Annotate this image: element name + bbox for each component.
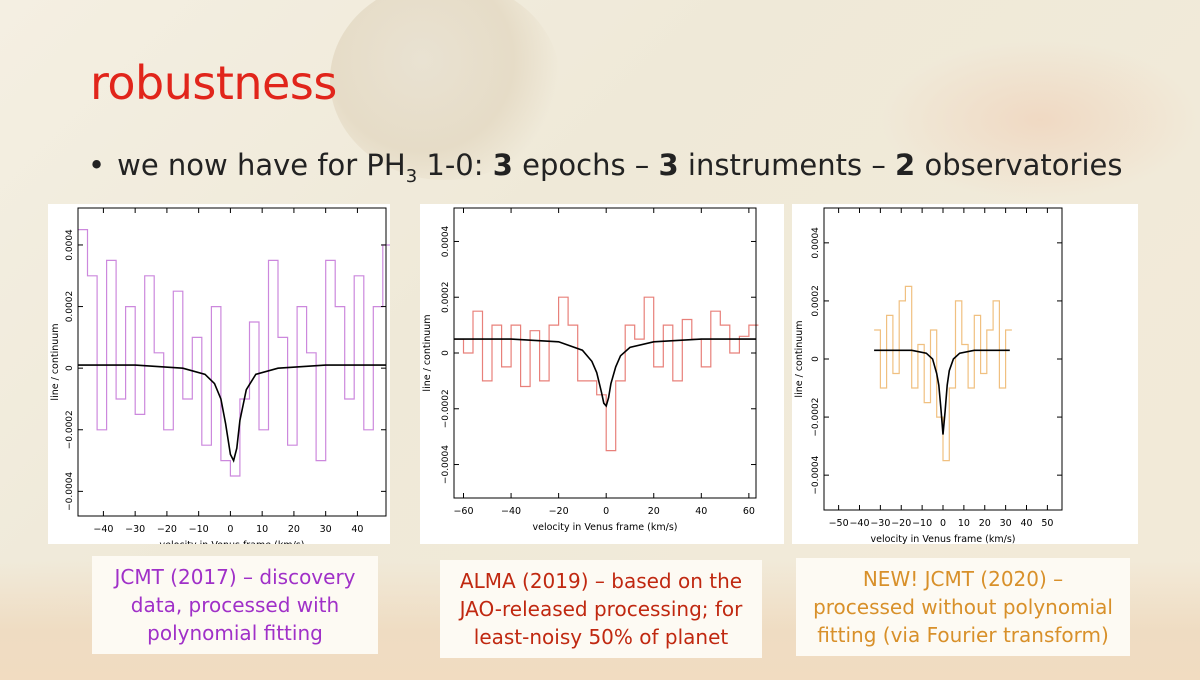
caption-line: fitting (via Fourier transform) <box>817 623 1109 647</box>
x-tick-label: 0 <box>940 518 946 529</box>
chart-panel-alma-2019: −60 −40 −20 0 20 40 60 −0.0004 −0.0002 0 0.0002 0.0… <box>420 204 784 544</box>
x-tick-label: −30 <box>870 518 890 529</box>
x-tick-label: −40 <box>501 506 521 517</box>
x-tick-label: 30 <box>320 524 332 535</box>
bullet-text: observatories <box>915 148 1123 182</box>
spectrum-histogram <box>874 285 1012 462</box>
y-tick-label: −0.0004 <box>65 472 75 511</box>
spectrum-histogram <box>454 296 759 452</box>
x-tick-label: 40 <box>351 524 363 535</box>
x-tick-label: 40 <box>695 506 707 517</box>
fit-curve <box>454 338 756 408</box>
y-tick-label: 0.0004 <box>811 227 821 259</box>
subscript: 3 <box>405 165 418 187</box>
plot-frame <box>77 207 387 517</box>
background-decoration <box>880 40 1200 200</box>
x-tick-label: −60 <box>453 506 473 517</box>
caption-line: processed without polynomial <box>813 595 1113 619</box>
x-tick-label: −40 <box>93 524 113 535</box>
bullet-line: • we now have for PH3 1-0: 3 epochs – 3 i… <box>88 148 1122 187</box>
caption-line: least-noisy 50% of planet <box>473 625 729 649</box>
caption-line: ALMA (2019) – based on the <box>459 569 743 593</box>
y-tick-label: 0.0002 <box>811 285 821 317</box>
x-tick-label: 20 <box>979 518 991 529</box>
caption-jcmt-2017: JCMT (2017) – discovery data, processed … <box>92 556 378 654</box>
x-tick-label: −10 <box>912 518 932 529</box>
caption-line: JCMT (2017) – discovery <box>114 565 356 589</box>
x-tick-label: −40 <box>849 518 869 529</box>
spectrum-chart: −60 −40 −20 0 20 40 60 −0.0004 −0.0002 0 0.0002 0.0… <box>422 207 759 533</box>
caption-line: NEW! JCMT (2020) – <box>862 567 1064 591</box>
x-axis-label: velocity in Venus frame (km/s) <box>871 534 1016 544</box>
observatory-count: 2 <box>895 148 916 182</box>
x-tick-label: 10 <box>256 524 268 535</box>
x-tick-label: 20 <box>648 506 660 517</box>
plot-frame <box>823 207 1063 511</box>
y-axis-label: line / continuum <box>422 314 433 391</box>
caption-text: ALMA (2019) – based on the JAO-released … <box>460 567 743 651</box>
x-axis-label: velocity in Venus frame (km/s) <box>160 540 305 544</box>
x-tick-label: −20 <box>549 506 569 517</box>
x-tick-label: 0 <box>227 524 233 535</box>
x-tick-label: −10 <box>189 524 209 535</box>
chart-panel-jcmt-2020: −50 −40 −30 −20 −10 0 10 20 30 40 50 −0.0004 −0.0002… <box>792 204 1138 544</box>
y-tick-label: −0.0002 <box>441 389 451 428</box>
y-tick-label: 0 <box>65 365 75 371</box>
x-tick-label: −20 <box>157 524 177 535</box>
fit-curve <box>78 364 386 463</box>
x-tick-label: −20 <box>891 518 911 529</box>
chart-panel-jcmt-2017: −40 −30 −20 −10 0 10 20 30 40 −0.0004 −0.0002 0 0.00… <box>48 204 390 544</box>
bullet-text: we now have for PH <box>117 148 406 182</box>
caption-line: polynomial fitting <box>147 621 323 645</box>
x-tick-label: 20 <box>288 524 300 535</box>
caption-line: JAO-released processing; for <box>459 597 743 621</box>
spectrum-histogram <box>78 229 390 477</box>
x-axis-label: velocity in Venus frame (km/s) <box>533 522 678 533</box>
spectrum-chart: −50 −40 −30 −20 −10 0 10 20 30 40 50 −0.0004 −0.0002… <box>794 207 1063 544</box>
x-tick-label: 0 <box>603 506 609 517</box>
y-tick-label: 0 <box>811 356 821 362</box>
bullet-text: 1-0: <box>417 148 493 182</box>
caption-text: JCMT (2017) – discovery data, processed … <box>114 563 355 647</box>
y-tick-label: 0.0004 <box>65 229 75 261</box>
y-tick-label: −0.0002 <box>65 410 75 449</box>
fit-curve <box>874 349 1010 435</box>
bullet-text: epochs – <box>512 148 659 182</box>
caption-text: NEW! JCMT (2020) – processed without pol… <box>813 565 1113 649</box>
y-tick-label: 0.0002 <box>441 281 451 313</box>
y-tick-label: 0.0004 <box>441 225 451 257</box>
spectrum-chart: −40 −30 −20 −10 0 10 20 30 40 −0.0004 −0.0002 0 0.00… <box>50 207 390 544</box>
y-axis-label: line / continuum <box>50 323 61 400</box>
epoch-count: 3 <box>492 148 513 182</box>
x-tick-label: −50 <box>829 518 849 529</box>
y-axis-label: line / continuum <box>794 320 805 397</box>
y-tick-label: −0.0004 <box>811 455 821 494</box>
x-tick-label: 30 <box>1000 518 1012 529</box>
slide-title: robustness <box>90 56 337 110</box>
y-tick-label: 0.0002 <box>65 291 75 323</box>
caption-line: data, processed with <box>130 593 340 617</box>
x-tick-label: −30 <box>125 524 145 535</box>
caption-alma-2019: ALMA (2019) – based on the JAO-released … <box>440 560 762 658</box>
y-tick-label: −0.0004 <box>441 445 451 484</box>
x-tick-label: 50 <box>1041 518 1053 529</box>
y-tick-label: 0 <box>441 350 451 356</box>
x-tick-label: 10 <box>958 518 970 529</box>
bullet-text: instruments – <box>678 148 896 182</box>
x-tick-label: 40 <box>1020 518 1032 529</box>
x-tick-label: 60 <box>743 506 755 517</box>
caption-jcmt-2020: NEW! JCMT (2020) – processed without pol… <box>796 558 1130 656</box>
y-tick-label: −0.0002 <box>811 398 821 437</box>
background-decoration <box>330 0 560 180</box>
bullet-dot: • <box>88 148 106 182</box>
instrument-count: 3 <box>658 148 679 182</box>
